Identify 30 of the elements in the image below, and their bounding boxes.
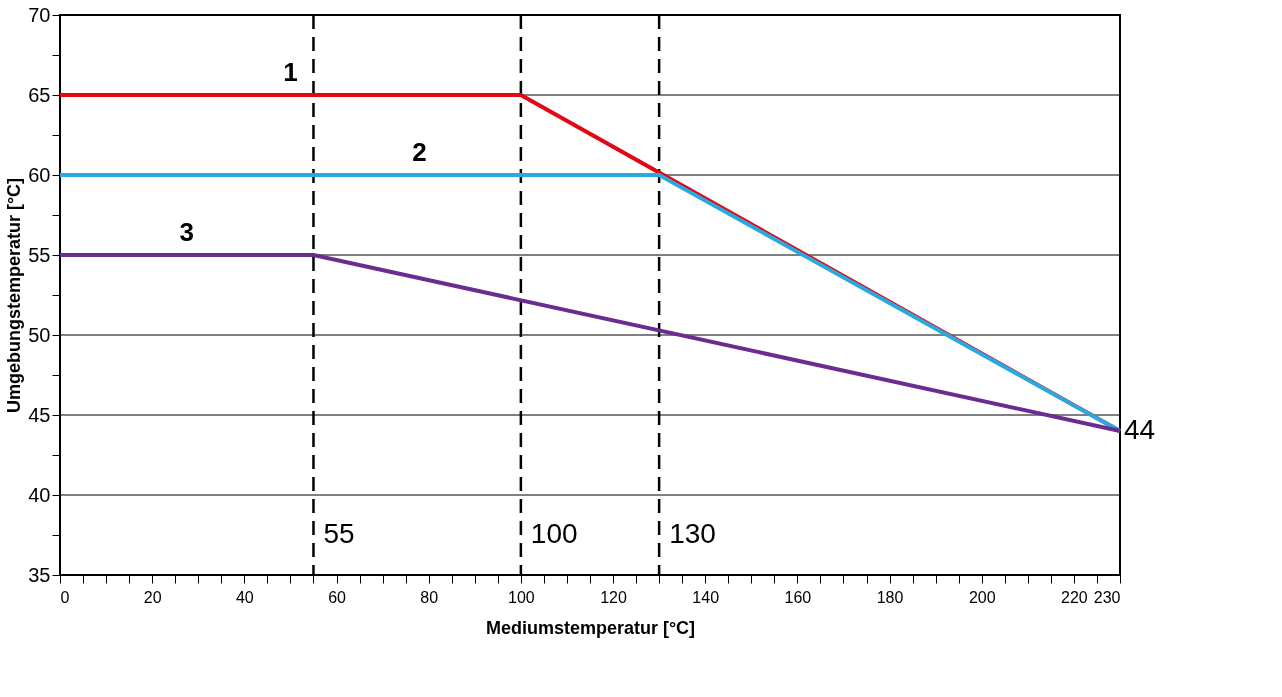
x-tick-label: 140 — [692, 588, 720, 606]
y-tick-label: 60 — [28, 163, 51, 186]
x-tick-label: 20 — [143, 588, 162, 606]
y-tick-label: 40 — [28, 483, 51, 506]
x-tick-label: 220 — [1061, 588, 1088, 606]
ref-line-label: 100 — [530, 518, 578, 549]
ref-line-label: 130 — [669, 518, 716, 549]
annotation: 44 — [1124, 414, 1156, 445]
y-tick-label: 35 — [28, 563, 51, 586]
x-tick-label: 40 — [235, 588, 254, 606]
x-tick-label: 80 — [420, 588, 439, 606]
x-axis-title: Mediumstemperatur [°C] — [485, 617, 696, 638]
x-tick-label: 60 — [328, 588, 347, 606]
y-tick-label: 55 — [28, 243, 51, 266]
x-tick-label: 100 — [508, 588, 535, 606]
x-tick-label: 120 — [600, 588, 627, 606]
ref-line-label: 55 — [323, 518, 355, 549]
y-tick-label: 50 — [28, 323, 51, 346]
x-tick-label: 180 — [876, 588, 904, 606]
y-tick-label: 65 — [28, 83, 51, 106]
x-tick-label: 230 — [1093, 588, 1121, 606]
y-tick-label: 45 — [28, 403, 51, 426]
series-label: 2 — [412, 137, 427, 167]
y-tick-label: 70 — [28, 3, 51, 26]
x-tick-label: 200 — [968, 588, 996, 606]
series-label: 1 — [283, 57, 298, 87]
x-tick-label: 0 — [60, 588, 70, 606]
x-tick-label: 160 — [784, 588, 812, 606]
series-label: 3 — [179, 217, 194, 247]
y-axis-title: Umgebungstemperatur [°C] — [4, 177, 25, 414]
